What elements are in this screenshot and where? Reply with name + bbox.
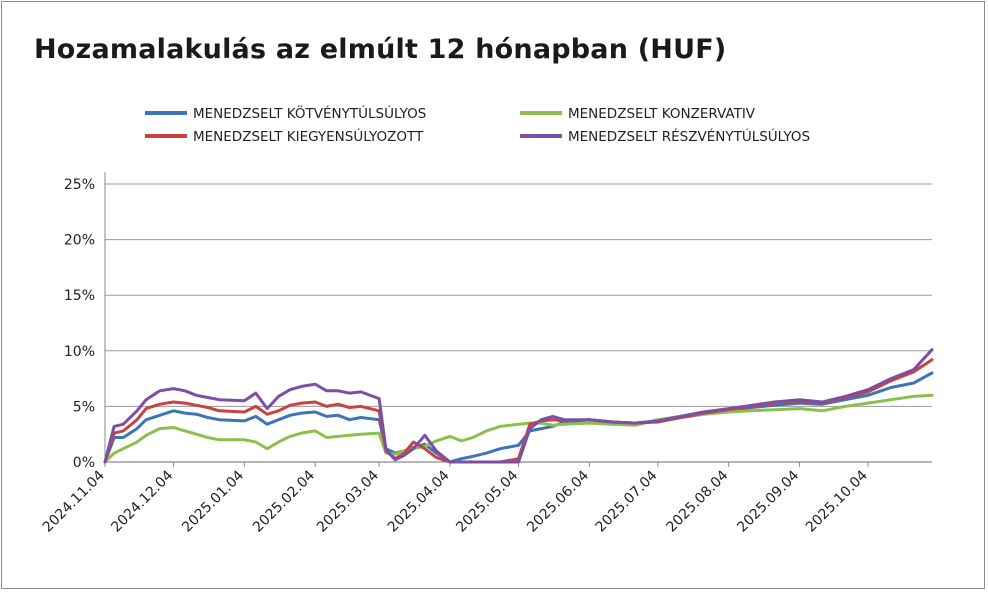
x-tick-label: 2024.11.04 (40, 467, 108, 535)
x-tick-label: 2025.01.04 (179, 467, 247, 535)
series-line (103, 393, 934, 464)
y-tick-label: 20% (64, 233, 95, 249)
legend: MENEDZSELT KÖTVÉNYTÚLSÚLYOS MENEDZSELT KI… (145, 104, 810, 145)
x-tick-label: 2025.03.04 (314, 467, 382, 535)
legend-label: MENEDZSELT KÖTVÉNYTÚLSÚLYOS (193, 104, 426, 122)
grid-lines (105, 183, 932, 407)
x-tick-label: 2025.02.04 (250, 467, 318, 535)
x-tick-label: 2025.09.04 (734, 467, 802, 535)
y-tick-label: 25% (64, 177, 95, 193)
series-line (103, 348, 934, 464)
legend-label: MENEDZSELT KIEGYENSÚLYOZOTT (193, 127, 424, 145)
x-tick-label: 2025.04.04 (385, 467, 453, 535)
series-line (103, 371, 934, 464)
chart-title: Hozamalakulás az elmúlt 12 hónapban (HUF… (34, 34, 727, 65)
legend-label: MENEDZSELT RÉSZVÉNYTÚLSÚLYOS (568, 127, 810, 145)
y-tick-label: 15% (64, 288, 95, 304)
x-tick-label: 2025.10.04 (803, 467, 871, 535)
x-tick-label: 2025.06.04 (524, 467, 592, 535)
y-tick-label: 10% (64, 344, 95, 360)
legend-label: MENEDZSELT KONZERVATIV (568, 106, 756, 122)
x-tick-label: 2025.07.04 (593, 467, 661, 535)
x-tick-label: 2025.08.04 (664, 467, 732, 535)
axes: 0%5%10%15%20%25%2024.11.04 2024.12.04 2025… (40, 172, 932, 536)
series-lines (103, 348, 934, 464)
x-tick-label: 2025.05.04 (453, 467, 521, 535)
y-tick-label: 0% (73, 455, 95, 471)
y-tick-label: 5% (73, 399, 95, 415)
x-tick-label: 2024.12.04 (108, 467, 176, 535)
